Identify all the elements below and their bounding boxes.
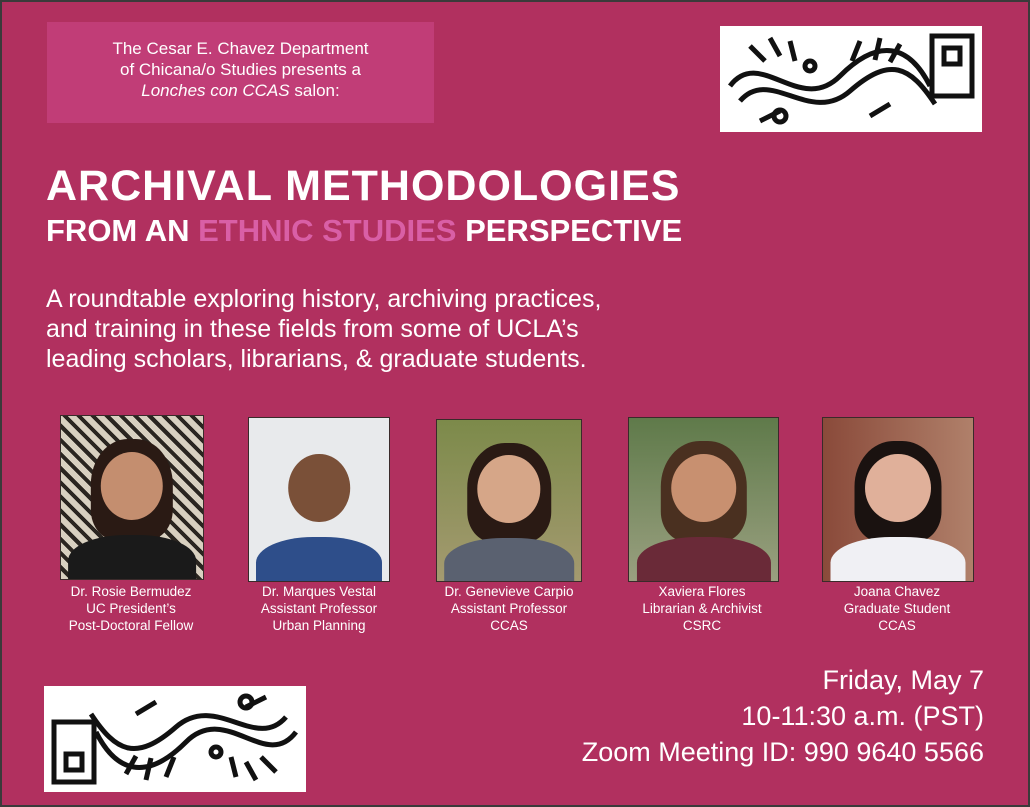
speaker-caption: Dr. Genevieve Carpio Assistant Professor C… [414,583,604,634]
speaker-photo [60,415,204,580]
speaker-title: Graduate Student [843,601,951,616]
speaker-name: Xaviera Flores [658,584,746,599]
title-line-1: ARCHIVAL METHODOLOGIES [46,162,681,210]
title-line-2: FROM AN ETHNIC STUDIES PERSPECTIVE [46,213,682,249]
speaker-caption: Dr. Marques Vestal Assistant Professor Urb… [224,583,414,634]
speaker-caption: Joana Chavez Graduate Student CCAS [802,583,992,634]
title-text: PERSPECTIVE [456,213,683,248]
aztec-serpent-glyph-top [720,26,982,132]
speaker-name: Dr. Marques Vestal [261,584,377,599]
speaker-name: Dr. Genevieve Carpio [444,584,574,599]
speaker-affiliation: CCAS [878,618,916,633]
description: A roundtable exploring history, archivin… [46,284,601,374]
aztec-serpent-glyph-bottom [44,686,306,792]
speaker-title: Assistant Professor [260,601,378,616]
description-line: A roundtable exploring history, archivin… [46,285,602,313]
speaker-title: Assistant Professor [450,601,568,616]
speaker-affiliation: CCAS [490,618,528,633]
title-highlight: ETHNIC STUDIES [198,213,457,248]
description-line: leading scholars, librarians, & graduate… [46,345,587,373]
speaker-photo [822,417,974,582]
event-time: 10-11:30 a.m. (PST) [741,701,984,731]
speaker-title: UC President’s [86,601,176,616]
intro-line: salon: [289,81,340,100]
speaker-title: Librarian & Archivist [642,601,762,616]
event-details: Friday, May 7 10-11:30 a.m. (PST) Zoom M… [582,662,984,770]
speaker-name: Dr. Rosie Bermudez [70,584,192,599]
event-date: Friday, May 7 [822,665,984,695]
speaker-photo [248,417,390,582]
title-text: FROM AN [46,213,199,248]
intro-box: The Cesar E. Chavez Department of Chican… [47,22,434,123]
zoom-meeting-id: Zoom Meeting ID: 990 9640 5566 [581,737,984,767]
series-name: Lonches con CCAS [141,81,290,100]
speaker-affiliation: CSRC [682,618,722,633]
speaker-name: Joana Chavez [853,584,941,599]
speaker-affiliation: Post-Doctoral Fellow [68,618,194,633]
speaker-caption: Xaviera Flores Librarian & Archivist CSRC [607,583,797,634]
description-line: and training in these fields from some o… [46,315,579,343]
intro-line: The Cesar E. Chavez Department [112,39,369,58]
speaker-caption: Dr. Rosie Bermudez UC President’s Post-Doc… [36,583,226,634]
speaker-photo [628,417,779,582]
speaker-photo [436,419,582,582]
speaker-affiliation: Urban Planning [272,618,366,633]
intro-line: of Chicana/o Studies presents a [120,60,361,79]
